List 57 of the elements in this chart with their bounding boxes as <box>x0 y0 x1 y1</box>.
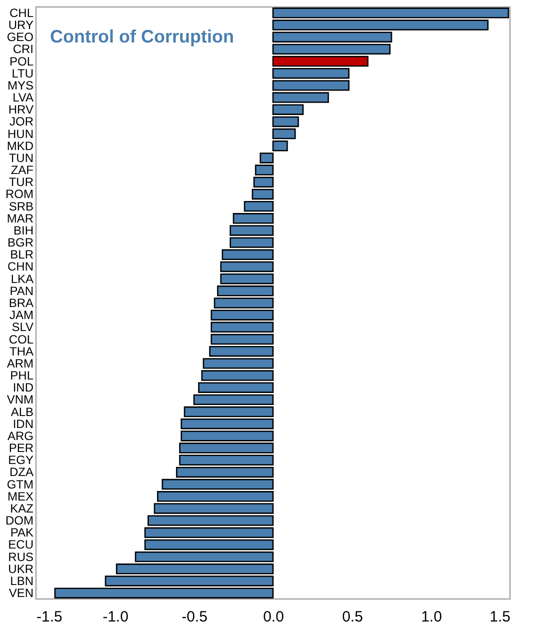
y-tick-label: VNM <box>6 392 34 407</box>
y-tick-label: BLR <box>10 248 34 262</box>
y-tick-label: BRA <box>8 296 34 310</box>
y-tick-label: PAK <box>10 526 34 540</box>
y-tick-label: IND <box>12 380 34 395</box>
y-tick-label: HUN <box>8 126 34 141</box>
x-tick-label: -1.5 <box>36 608 62 626</box>
x-tick-label: -0.5 <box>182 608 208 626</box>
y-tick-label: MEX <box>7 489 34 504</box>
y-tick-label: BIH <box>13 223 34 238</box>
y-tick-label: HRV <box>8 102 34 117</box>
x-tick-label: -1.0 <box>102 608 128 626</box>
y-tick-label: BGR <box>7 236 34 250</box>
y-tick-label: ARG <box>7 428 34 443</box>
y-tick-label: ECU <box>8 538 34 552</box>
y-tick-label: ARM <box>6 356 34 370</box>
y-tick-label: RUS <box>8 550 34 564</box>
y-tick-label: JOR <box>10 114 34 129</box>
y-tick-label: GEO <box>6 30 34 44</box>
y-tick-label: CRI <box>12 42 34 56</box>
y-tick-label: LTU <box>12 66 34 80</box>
y-tick-label: ZAF <box>10 163 34 178</box>
y-tick-label: MYS <box>7 78 34 92</box>
y-tick-label: KAZ <box>10 501 34 516</box>
y-tick-label: COL <box>8 332 34 346</box>
y-tick-label: DZA <box>10 465 34 480</box>
y-tick-label: URY <box>8 18 34 32</box>
x-tick-label: 0.5 <box>342 608 363 626</box>
x-tick-label: 0.0 <box>263 608 284 626</box>
y-tick-label: MAR <box>6 211 34 226</box>
text: Control of Corruption <box>50 26 234 46</box>
y-tick-label: CHN <box>8 260 34 274</box>
y-tick-label: SRB <box>8 199 34 214</box>
y-tick-label: LKA <box>10 272 34 286</box>
y-tick-label: MKD <box>6 138 34 153</box>
x-tick-label: 1.0 <box>421 608 442 626</box>
y-tick-label: GTM <box>6 477 34 492</box>
y-tick-label: CHL <box>9 6 34 20</box>
y-tick-label: UKR <box>8 562 34 576</box>
y-tick-label: PHL <box>10 368 34 383</box>
y-tick-label: ROM <box>6 187 34 202</box>
y-tick-label: EGY <box>8 453 34 468</box>
y-tick-label: TUR <box>8 175 34 190</box>
y-tick-label: VEN <box>8 586 34 600</box>
y-tick-label: JAM <box>10 308 34 322</box>
y-tick-label: DOM <box>6 514 34 528</box>
y-tick-label: PER <box>8 441 34 456</box>
x-tick-label: 1.5 <box>490 608 510 626</box>
y-tick-label: LBN <box>10 574 34 588</box>
y-tick-label: LVA <box>12 90 34 105</box>
y-tick-label: THA <box>10 344 34 358</box>
y-tick-label: SLV <box>12 320 34 334</box>
y-tick-label: PAN <box>10 284 34 298</box>
y-tick-label: POL <box>9 54 34 68</box>
y-tick-label: ALB <box>10 404 34 419</box>
y-tick-label: TUN <box>8 150 34 165</box>
y-tick-label: IDN <box>12 416 34 431</box>
